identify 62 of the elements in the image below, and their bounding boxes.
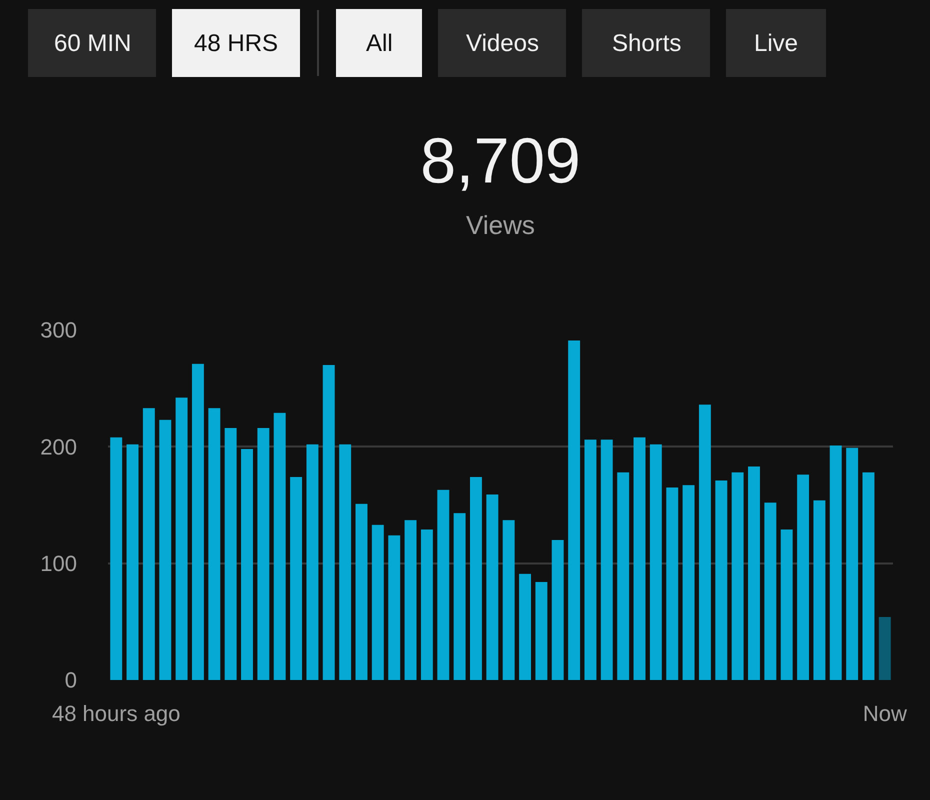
bar — [486, 494, 498, 680]
y-tick-label: 0 — [64, 668, 77, 693]
bar — [356, 504, 368, 680]
bar — [502, 520, 515, 680]
bar — [552, 540, 564, 680]
bar — [764, 502, 776, 680]
bar — [339, 444, 352, 680]
bar — [437, 490, 450, 680]
bar — [142, 408, 155, 680]
bar — [650, 444, 662, 680]
bar — [470, 477, 482, 680]
bar — [388, 535, 400, 680]
bar — [208, 408, 220, 680]
bar — [584, 440, 596, 680]
chart-subtitle: Views — [466, 210, 535, 240]
text: All — [366, 30, 393, 57]
bar — [274, 412, 286, 680]
bar — [159, 420, 172, 680]
bar — [666, 488, 678, 680]
bar — [372, 524, 384, 680]
bar — [682, 485, 695, 680]
bar — [862, 472, 874, 680]
bar — [813, 500, 826, 680]
bar — [290, 477, 302, 680]
bar — [519, 574, 531, 680]
bar — [126, 444, 138, 680]
bar — [192, 364, 204, 680]
text: 48 HRS — [194, 30, 278, 57]
text: Videos — [466, 30, 539, 57]
bar — [830, 446, 842, 680]
bar — [241, 449, 253, 680]
bar — [176, 398, 188, 680]
text: Live — [754, 30, 798, 57]
bar — [454, 513, 466, 680]
y-tick-label: 100 — [40, 551, 77, 576]
text: 60 MIN — [54, 30, 132, 57]
bar — [634, 437, 646, 680]
bar — [715, 480, 728, 680]
x-tick-label: 48 hours ago — [52, 701, 180, 726]
bar — [257, 428, 270, 680]
bar — [110, 437, 122, 680]
bar — [535, 582, 548, 680]
bar — [698, 404, 711, 680]
bar — [846, 448, 858, 680]
bar — [568, 340, 580, 680]
bar — [748, 466, 760, 680]
bar — [322, 365, 335, 680]
x-tick-label: Now — [862, 701, 907, 726]
y-tick-label: 200 — [40, 434, 77, 460]
bar — [224, 428, 237, 680]
bar — [780, 530, 793, 680]
bar — [600, 440, 613, 680]
y-tick-label: 300 — [40, 318, 77, 343]
bar — [617, 472, 630, 680]
bar — [306, 444, 318, 680]
bar — [404, 520, 417, 680]
chart-title: 8,709 — [420, 124, 581, 196]
text: Shorts — [612, 30, 682, 57]
bar — [420, 530, 433, 680]
bar — [878, 617, 891, 680]
bar — [797, 474, 810, 680]
bar — [732, 472, 744, 680]
